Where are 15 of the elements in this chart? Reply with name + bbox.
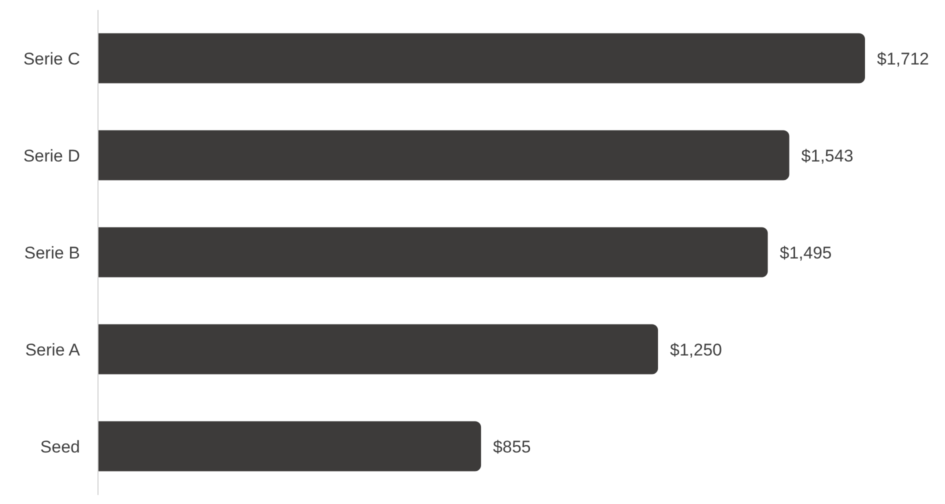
y-tick-label: Seed <box>40 438 80 457</box>
data-label: $1,250 <box>670 340 722 360</box>
y-tick-label: Serie D <box>23 146 80 166</box>
y-tick-label: Serie C <box>23 50 80 69</box>
y-tick-label: Serie B <box>24 244 80 263</box>
data-label: $1,495 <box>780 243 832 262</box>
data-label: $1,543 <box>801 146 854 166</box>
bar <box>98 33 865 84</box>
bar <box>98 227 768 278</box>
bar <box>98 324 658 374</box>
y-tick-label: Serie A <box>25 340 81 360</box>
data-label: $1,712 <box>877 49 929 68</box>
bar <box>98 421 482 472</box>
data-label: $855 <box>493 437 531 456</box>
bar <box>98 130 790 180</box>
